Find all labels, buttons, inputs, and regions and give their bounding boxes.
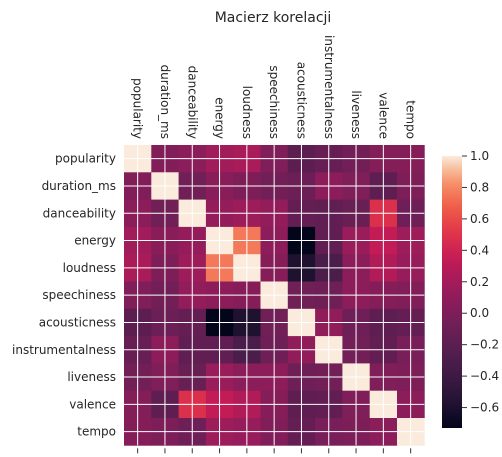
y-tick-label: danceability bbox=[43, 206, 116, 220]
y-tick-label: energy bbox=[74, 234, 116, 248]
colorbar-tick-label: −0.2 bbox=[470, 338, 499, 352]
x-tick-label: speechiness bbox=[267, 65, 281, 139]
x-tick-labels: popularity duration_ms danceability energy l… bbox=[131, 35, 418, 139]
x-tick-label: popularity bbox=[131, 78, 145, 139]
x-tick-label: instrumentalness bbox=[322, 35, 336, 139]
x-tick-label: tempo bbox=[404, 100, 418, 139]
y-tick-label: liveness bbox=[67, 370, 116, 384]
x-tick-label: liveness bbox=[349, 90, 363, 139]
colorbar-tick-label: −0.6 bbox=[470, 401, 499, 415]
x-tick-label: duration_ms bbox=[158, 65, 172, 139]
y-tick-label: valence bbox=[69, 397, 116, 411]
x-tick-label: danceability bbox=[185, 66, 199, 139]
colorbar-tick-label: 0.2 bbox=[470, 275, 489, 289]
colorbar-tick-label: 0.4 bbox=[470, 243, 489, 257]
x-tick-label: energy bbox=[213, 97, 227, 139]
colorbar-tick-label: −0.4 bbox=[470, 369, 499, 383]
colorbar-tick-label: 0.6 bbox=[470, 212, 489, 226]
y-tick-label: acousticness bbox=[39, 315, 116, 329]
chart-title: Macierz korelacji bbox=[215, 10, 332, 26]
y-tick-label: popularity bbox=[55, 152, 116, 166]
colorbar-gradient bbox=[442, 156, 462, 428]
x-tick-label: acousticness bbox=[294, 62, 308, 139]
y-tick-label: instrumentalness bbox=[12, 343, 116, 357]
y-tick-label: duration_ms bbox=[42, 179, 116, 193]
colorbar-tick-label: 1.0 bbox=[470, 149, 489, 163]
colorbar-tick-label: 0.0 bbox=[470, 306, 489, 320]
y-tick-labels: popularity duration_ms danceability energy l… bbox=[12, 152, 116, 439]
y-tick-label: loudness bbox=[63, 261, 116, 275]
colorbar-tick-label: 0.8 bbox=[470, 180, 489, 194]
x-tick-label: loudness bbox=[240, 86, 254, 139]
y-tick-label: tempo bbox=[77, 425, 116, 439]
x-tick-label: valence bbox=[376, 92, 390, 139]
colorbar: −0.6 −0.4 −0.2 0.0 0.2 0.4 0.6 0.8 1.0 bbox=[442, 149, 499, 428]
y-tick-label: speechiness bbox=[42, 288, 116, 302]
